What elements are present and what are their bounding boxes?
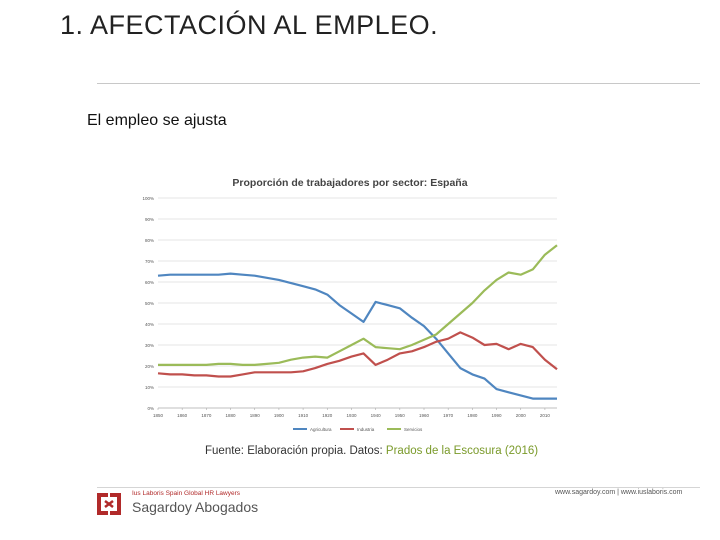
slide-subtitle: El empleo se ajusta	[87, 112, 227, 129]
x-tick-label: 1890	[250, 413, 261, 418]
y-tick-label: 80%	[145, 238, 154, 243]
x-tick-label: 1870	[201, 413, 212, 418]
x-tick-label: 1860	[177, 413, 188, 418]
x-tick-label: 1990	[492, 413, 503, 418]
slide-title: 1. AFECTACIÓN AL EMPLEO.	[60, 10, 439, 40]
source-prefix: Fuente: Elaboración propia. Datos:	[205, 445, 386, 457]
source-link[interactable]: Prados de la Escosura (2016)	[385, 445, 539, 457]
chart-title: Proporción de trabajadores por sector: E…	[232, 177, 467, 189]
y-tick-label: 90%	[145, 217, 154, 222]
x-tick-label: 2000	[516, 413, 527, 418]
series-line-servicios	[158, 244, 558, 366]
x-tick-label: 2010	[540, 413, 551, 418]
legend-label: Industria	[357, 427, 375, 432]
y-tick-label: 0%	[147, 406, 154, 411]
footer-websites[interactable]: www.sagardoy.com | www.iuslaboris.com	[555, 489, 683, 496]
legend-label: Servicios	[404, 427, 423, 432]
x-tick-label: 1880	[226, 413, 237, 418]
x-tick-label: 1920	[322, 413, 333, 418]
y-tick-label: 40%	[145, 322, 154, 327]
x-tick-label: 1950	[395, 413, 406, 418]
y-tick-label: 70%	[145, 259, 154, 264]
employment-line-chart: Proporción de trabajadores por sector: E…	[142, 177, 558, 432]
chart-legend: Agricultura Industria Servicios	[293, 427, 423, 432]
y-axis: 0% 10% 20% 30% 40% 50% 60% 70% 80% 90% 100%	[142, 196, 154, 411]
y-tick-label: 100%	[142, 196, 154, 201]
y-tick-label: 60%	[145, 280, 154, 285]
chart-series	[157, 244, 558, 400]
logo-brand: Sagardoy Abogados	[132, 499, 259, 515]
company-logo: Ius Laboris Spain Global HR Lawyers Saga…	[97, 490, 258, 518]
x-tick-label: 1960	[419, 413, 430, 418]
footer-divider	[97, 487, 700, 488]
title-divider	[97, 83, 700, 84]
x-tick-label: 1910	[298, 413, 309, 418]
chart-source: Fuente: Elaboración propia. Datos: Prado…	[205, 445, 538, 457]
x-tick-label: 1980	[467, 413, 478, 418]
y-tick-label: 10%	[145, 385, 154, 390]
y-tick-label: 20%	[145, 364, 154, 369]
sagardoy-logo-icon	[97, 493, 121, 515]
chart-grid	[158, 197, 557, 409]
y-tick-label: 50%	[145, 301, 154, 306]
x-tick-label: 1940	[371, 413, 382, 418]
y-tick-label: 30%	[145, 343, 154, 348]
x-tick-label: 1930	[346, 413, 357, 418]
legend-label: Agricultura	[310, 427, 332, 432]
logo-tagline: Ius Laboris Spain Global HR Lawyers	[132, 490, 241, 497]
series-line-agricultura	[157, 272, 557, 400]
x-tick-label: 1850	[153, 413, 164, 418]
x-tick-label: 1970	[443, 413, 454, 418]
x-axis: 1850 1860 1870 1880 1890 1900 1910 1920 1930 1940…	[153, 408, 550, 418]
x-tick-label: 1900	[274, 413, 285, 418]
series-line-industria	[157, 331, 558, 378]
